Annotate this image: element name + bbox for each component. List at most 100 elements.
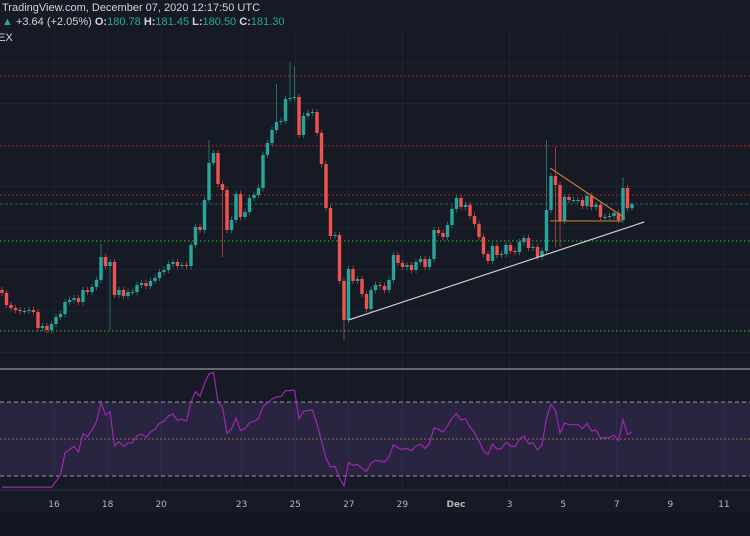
low-label: L: (192, 16, 203, 28)
candle-up (99, 256, 103, 280)
candle-up (621, 188, 625, 220)
candle-up (571, 200, 576, 201)
candle-down (31, 310, 36, 312)
candle-up (279, 120, 283, 122)
candle-up (243, 212, 247, 217)
candle-down (508, 244, 513, 251)
candle-up (252, 194, 256, 198)
candle-up (256, 188, 261, 195)
candle-up (108, 262, 112, 266)
candle-up (630, 204, 634, 209)
candle-up (585, 196, 589, 206)
candle-down (364, 294, 369, 309)
candle-up (49, 324, 54, 330)
candle-up (612, 212, 616, 216)
candle-down (409, 264, 414, 270)
candle-down (342, 280, 346, 320)
up-triangle-icon: ▲ (2, 16, 13, 28)
candle-down (144, 282, 148, 286)
candle-down (598, 204, 603, 217)
candle-down (495, 246, 499, 255)
x-tick-label: 7 (613, 500, 620, 510)
candle-up (94, 280, 99, 287)
candle-up (576, 200, 580, 201)
candle-up (463, 204, 468, 207)
candle-up (333, 234, 337, 236)
candle-down (9, 304, 13, 308)
candle-up (490, 246, 495, 261)
candle-down (85, 290, 90, 292)
open-label: O: (94, 16, 108, 28)
candle-down (423, 258, 427, 267)
candle-down (616, 212, 621, 220)
rsi-line (2, 371, 633, 488)
candle-down (481, 236, 486, 254)
candle-up (153, 278, 157, 281)
candle-down (486, 254, 490, 261)
ohlc-legend: ▲ +3.64 (+2.05%) O:180.78 H:181.45 L:180… (2, 16, 285, 28)
candle-down (324, 164, 328, 208)
candle-up (594, 204, 598, 207)
low-value: 180.50 (202, 16, 237, 28)
candle-down (297, 96, 301, 135)
candle-down (441, 232, 445, 237)
candle-up (229, 220, 234, 230)
candle-down (45, 326, 49, 330)
candle-up (603, 216, 607, 218)
x-tick-label: 18 (101, 500, 114, 510)
candle-up (346, 268, 351, 320)
x-tick-label: 20 (155, 500, 167, 510)
candle-down (396, 254, 400, 263)
candle-up (40, 326, 45, 328)
candle-down (589, 196, 594, 207)
x-tick-label: 16 (48, 500, 60, 510)
candle-up (117, 290, 121, 295)
candle-down (121, 290, 126, 296)
x-tick-label: 25 (289, 500, 301, 510)
candle-up (288, 98, 292, 99)
open-value: 180.78 (107, 16, 141, 28)
x-tick-label: 23 (235, 500, 248, 510)
candle-up (54, 316, 58, 324)
x-tick-label: 9 (667, 500, 674, 510)
candle-up (310, 112, 315, 113)
candle-up (549, 176, 553, 210)
candle-up (387, 280, 391, 290)
candle-down (400, 262, 405, 267)
x-tick-label: 27 (343, 500, 355, 510)
candle-down (567, 196, 571, 200)
candle-up (414, 262, 418, 270)
candle-up (265, 142, 270, 155)
candle-up (126, 292, 130, 296)
candle-down (315, 112, 319, 133)
candle-down (112, 262, 117, 295)
candle-up (427, 258, 432, 267)
candle-up (391, 254, 396, 280)
candle-down (472, 216, 477, 224)
candle-up (517, 242, 522, 252)
high-value: 181.45 (155, 16, 190, 28)
x-tick-label: 3 (506, 500, 513, 510)
candle-up (355, 278, 360, 281)
candle-down (103, 256, 108, 266)
candle-down (328, 208, 333, 236)
candle-up (369, 290, 373, 309)
candle-up (130, 292, 135, 293)
candle-up (540, 250, 544, 257)
candle-up (166, 264, 171, 270)
candle-up (531, 246, 535, 248)
symbol-label: EX (0, 32, 13, 44)
close-label: C: (239, 16, 251, 28)
candle-down (13, 308, 18, 310)
candle-up (135, 284, 139, 292)
candle-down (4, 292, 9, 305)
x-tick-label: 11 (718, 500, 730, 510)
triangle-upper-trendline (549, 167, 626, 219)
candle-up (58, 314, 63, 317)
candle-up (405, 264, 409, 267)
candle-up (247, 198, 252, 212)
candle-down (238, 194, 243, 217)
candle-up (22, 310, 27, 312)
